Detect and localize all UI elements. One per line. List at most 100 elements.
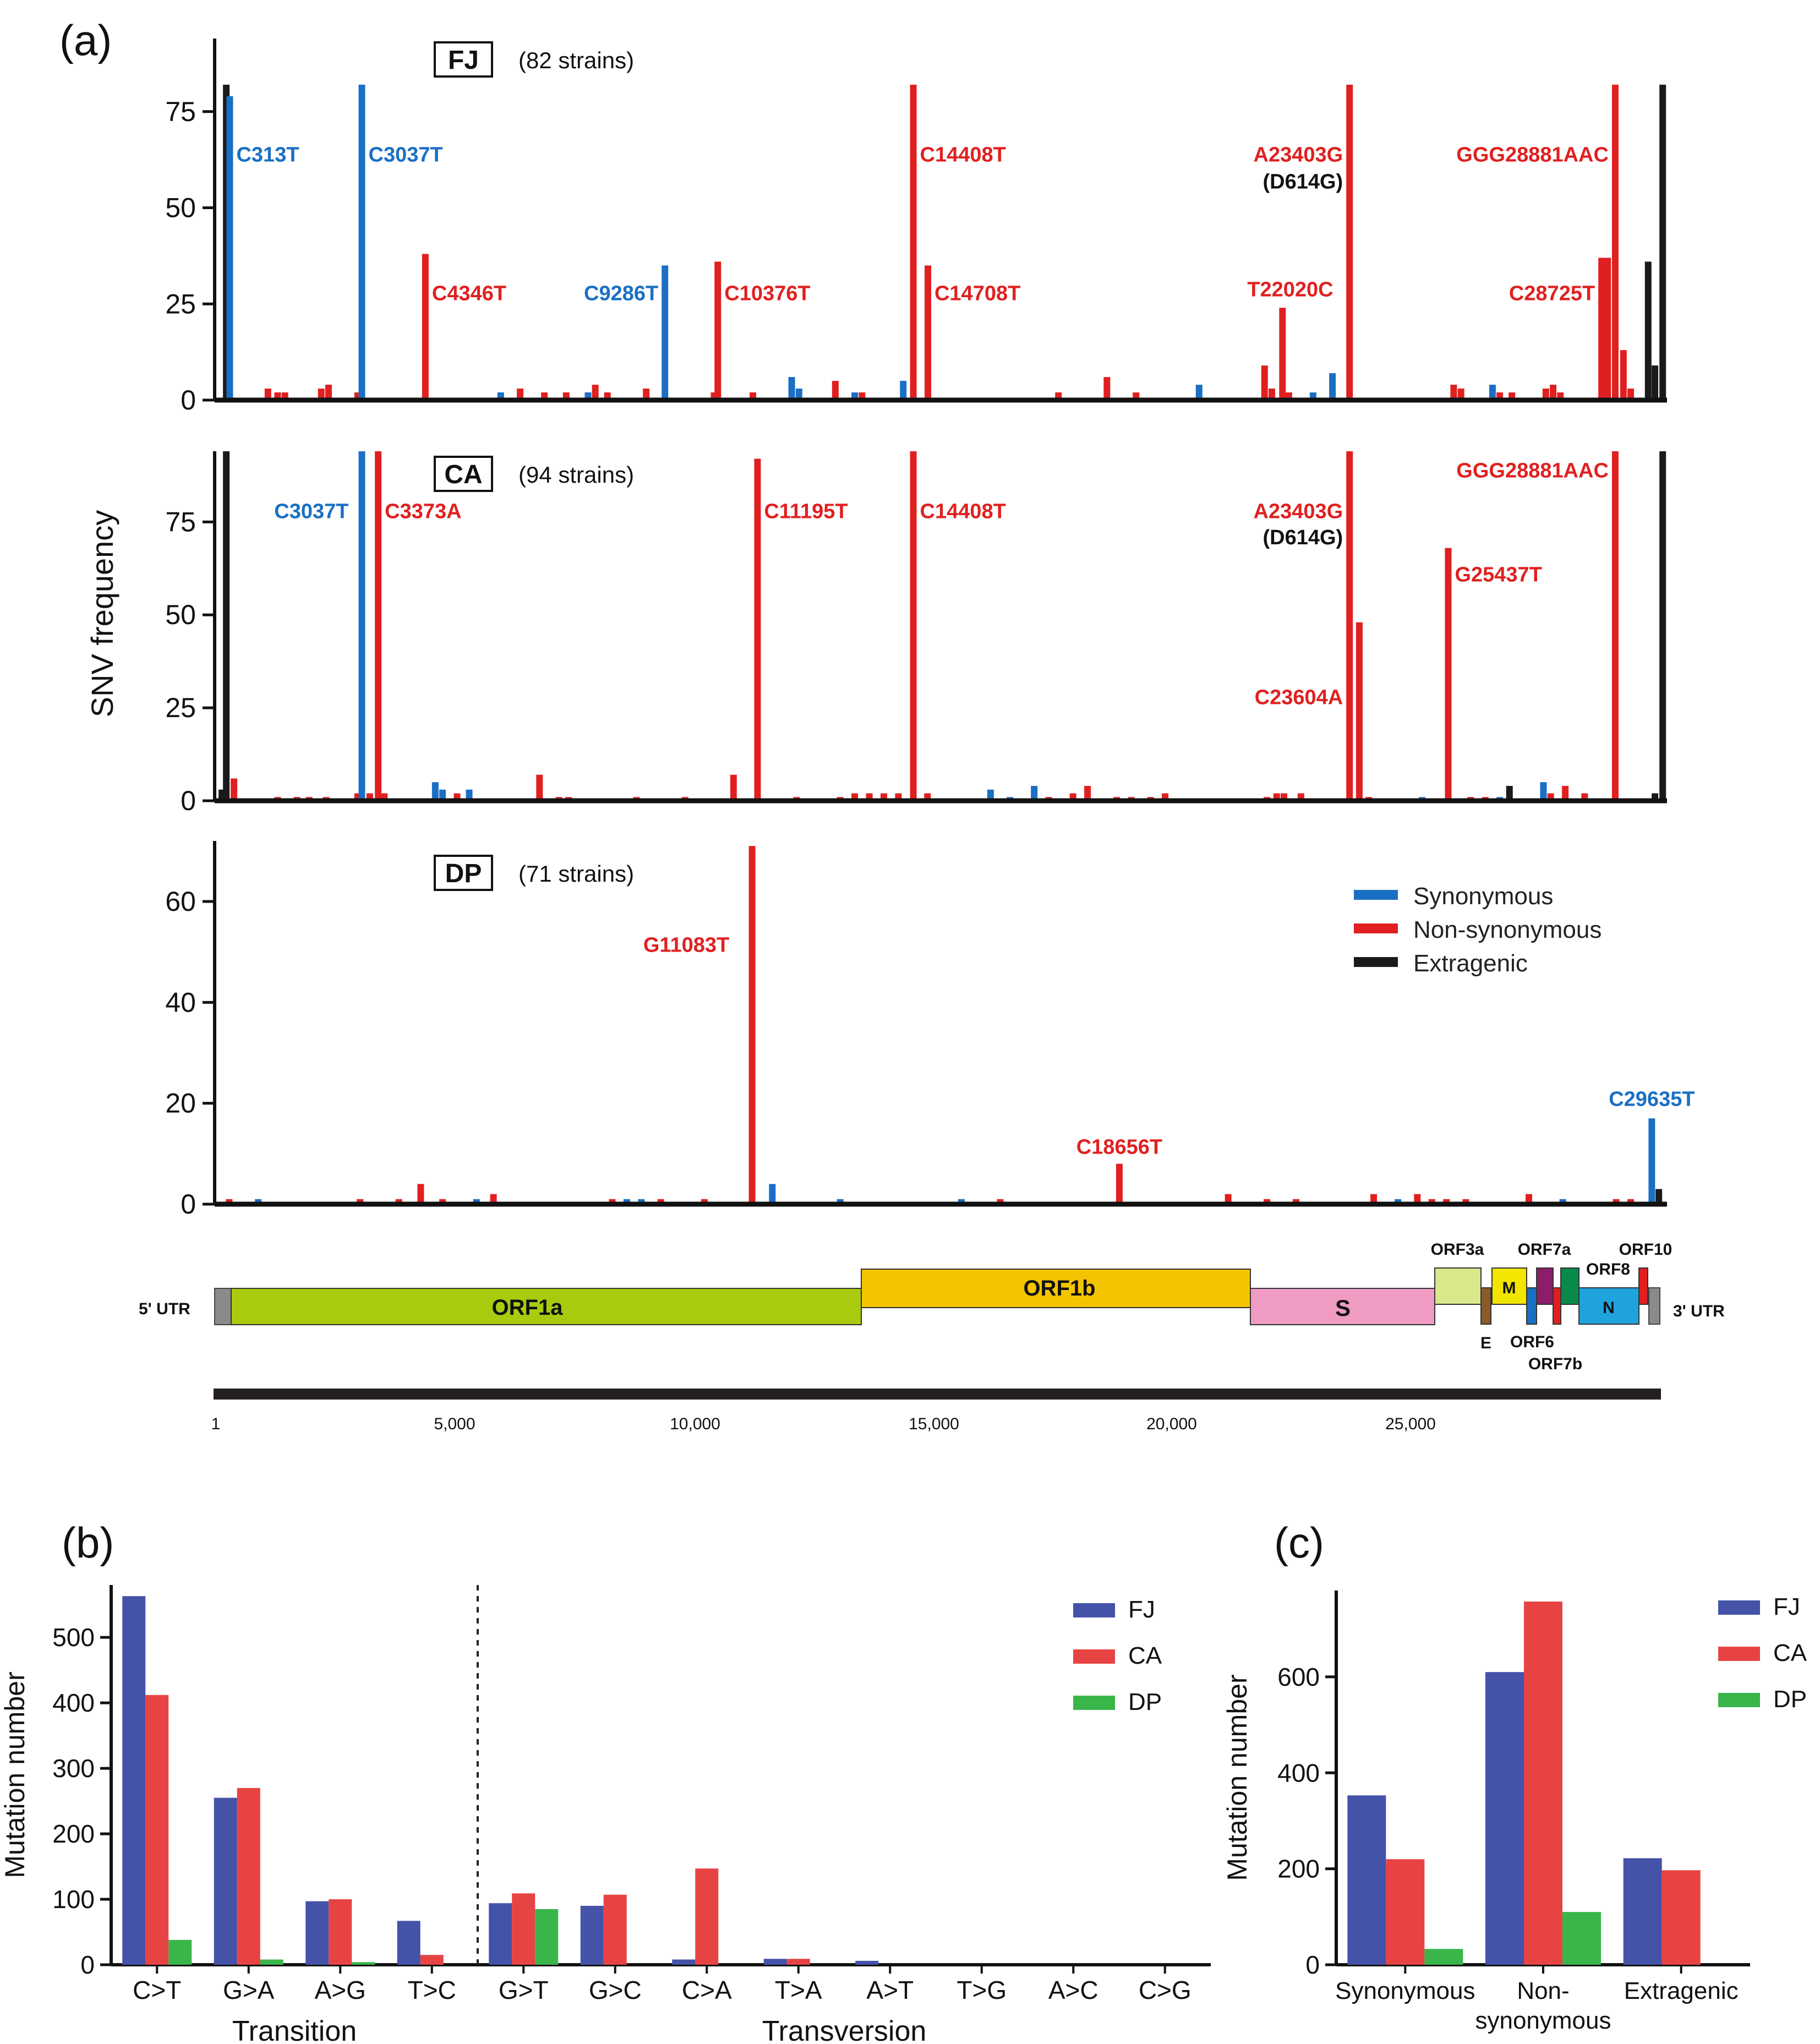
snv-annotation: (D614G): [1262, 526, 1343, 549]
bar-ca: [145, 1695, 169, 1965]
bar-fj: [489, 1903, 512, 1965]
y-tick-label: 400: [52, 1688, 95, 1717]
snv-bar: [1611, 84, 1619, 401]
snv-legend: Synonymous Non-synonymous Extragenic: [1354, 883, 1602, 977]
x-tick-label: T>A: [775, 1976, 822, 2004]
snv-bar: [1525, 1194, 1532, 1204]
legend-label-dp: DP: [1128, 1688, 1162, 1715]
snv-bar: [1084, 785, 1091, 801]
snv-bar: [1428, 1199, 1435, 1204]
snv-bar: [1293, 1199, 1300, 1204]
y-tick-label: 50: [165, 599, 196, 630]
bar-fj: [305, 1901, 329, 1965]
track-strain-count: (94 strains): [518, 462, 634, 488]
track-strain-count: (71 strains): [518, 861, 634, 887]
snv-bar: [730, 774, 737, 801]
legend-label-fj: FJ: [1128, 1596, 1155, 1623]
genome-tick-25000: 25,000: [1385, 1415, 1436, 1433]
snv-bar: [1356, 622, 1363, 801]
bar-ca: [512, 1893, 535, 1965]
track-name-box: [434, 456, 493, 492]
snv-bar: [1611, 451, 1619, 801]
snv-bar: [1031, 785, 1038, 801]
snv-bar: [325, 385, 332, 400]
snv-bar: [1648, 1118, 1655, 1204]
y-tick-label: 400: [1277, 1758, 1320, 1787]
snv-bar: [1261, 365, 1268, 400]
snv-annotation: GGG28881AAC: [1456, 459, 1609, 482]
bar-dp: [1562, 1912, 1601, 1965]
legend-swatch-dp: [1718, 1693, 1760, 1707]
snv-bar: [439, 1199, 446, 1204]
orf8-block: [1560, 1267, 1579, 1305]
snv-bar: [357, 1199, 364, 1204]
snv-bar: [226, 96, 233, 400]
snv-bar: [358, 451, 365, 801]
y-axis-label: Mutation number: [1222, 1674, 1253, 1881]
bar-fj: [122, 1596, 146, 1965]
snv-bar: [395, 1199, 402, 1204]
snv-annotation: C313T: [236, 144, 299, 167]
orf7b-label: ORF7b: [1528, 1355, 1582, 1373]
snv-bar: [643, 389, 650, 400]
orf1b-label: ORF1b: [1023, 1276, 1095, 1300]
snv-track-dp: 0 20 40 60 G11083T C18656T C29635T DP (71 strain…: [165, 841, 1695, 1220]
snv-bar: [987, 789, 994, 801]
nucleocapsid-label: N: [1603, 1299, 1615, 1317]
bar-fj: [1623, 1858, 1662, 1965]
panel-label-c: (c): [1274, 1518, 1324, 1567]
group-label: Transition: [232, 2015, 357, 2044]
snv-bar: [1116, 1163, 1123, 1204]
legend-swatch-non-synonymous: [1354, 923, 1398, 933]
orf3a-block: [1434, 1267, 1482, 1305]
x-tick-label: Non-: [1517, 1977, 1569, 2004]
bar-fj: [1347, 1795, 1386, 1965]
legend-label-ca: CA: [1773, 1639, 1807, 1666]
snv-bar: [1620, 350, 1627, 400]
snv-bar: [1540, 782, 1547, 801]
snv-bar: [231, 778, 238, 801]
snv-bar: [1268, 389, 1275, 400]
legend-label-ca: CA: [1128, 1642, 1162, 1669]
snv-bar: [490, 1194, 497, 1204]
y-tick-label: 100: [52, 1885, 95, 1914]
snv-bar: [754, 458, 761, 801]
track-name-box: [434, 855, 493, 891]
legend-label-fj: FJ: [1773, 1593, 1800, 1620]
orf8-label: ORF8: [1586, 1260, 1630, 1278]
bar-fj: [580, 1905, 604, 1965]
orf7a-label: ORF7a: [1518, 1240, 1571, 1259]
snv-bar: [1652, 365, 1659, 400]
y-tick-label: 200: [1277, 1855, 1320, 1883]
snv-bar: [1659, 451, 1666, 801]
legend-label-extragenic: Extragenic: [1413, 950, 1528, 977]
genome-tick-15000: 15,000: [909, 1415, 959, 1433]
snv-bar: [910, 84, 917, 401]
snv-bar: [832, 381, 839, 400]
y-tick-label: 0: [181, 1189, 196, 1220]
snv-annotation: C29635T: [1609, 1087, 1695, 1111]
snv-bar: [788, 377, 795, 400]
x-tick-label: C>A: [682, 1976, 732, 2004]
legend-label-non-synonymous: Non-synonymous: [1413, 916, 1602, 943]
snv-bar: [1644, 261, 1652, 400]
snv-bar: [1279, 308, 1286, 400]
snv-bar: [1370, 1194, 1378, 1204]
legend-swatch-fj: [1718, 1600, 1760, 1615]
snv-bar: [997, 1199, 1004, 1204]
orf7a-block: [1536, 1267, 1554, 1305]
snv-bar: [1457, 389, 1464, 400]
snv-bar: [1103, 377, 1111, 400]
snv-annotation: C18656T: [1076, 1135, 1162, 1158]
y-tick-label: 25: [165, 692, 196, 723]
snv-bar: [714, 261, 722, 400]
y-tick-label: 600: [1277, 1663, 1320, 1691]
snv-annotation: C23604A: [1255, 686, 1343, 709]
y-tick-label: 0: [181, 785, 196, 816]
x-tick-label: Synonymous: [1335, 1977, 1475, 2004]
track-name-box: [434, 41, 493, 78]
membrane-label: M: [1502, 1279, 1516, 1297]
orf6-block: [1526, 1287, 1537, 1325]
snv-bar: [1613, 1199, 1620, 1204]
